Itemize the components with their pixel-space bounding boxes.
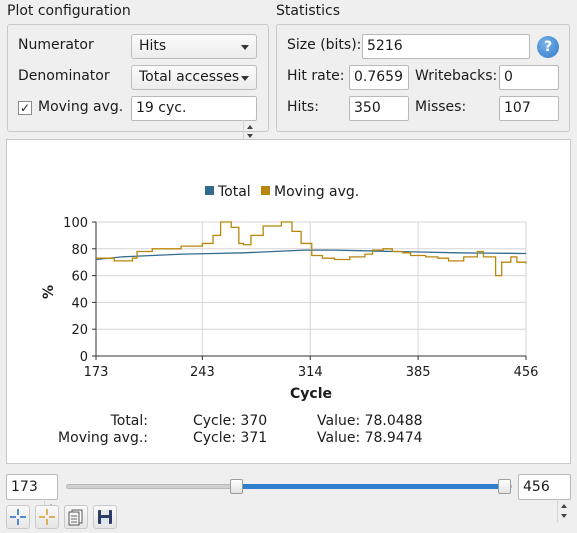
y-tick-label: 100 — [63, 216, 88, 231]
x-tick-label: 385 — [406, 365, 431, 380]
crosshair-orange-icon — [39, 509, 55, 525]
hits-label: Hits: — [287, 99, 319, 115]
size-label: Size (bits): — [287, 37, 362, 53]
readout-moving-value: Value: 78.9474 — [317, 430, 423, 446]
save-icon — [98, 510, 112, 524]
legend-swatch-total — [205, 186, 214, 195]
spin-buttons[interactable] — [557, 499, 570, 523]
moving-avg-label: Moving avg. — [38, 99, 124, 115]
spin-up-icon[interactable] — [561, 504, 567, 508]
copy-button[interactable] — [64, 505, 88, 529]
hit-rate-chart[interactable]: Total Moving avg. 0 20 40 60 80 100 173 243 314 38… — [7, 140, 570, 463]
legend-label-total: Total — [217, 184, 251, 200]
plot-config-panel: Numerator Hits Denominator Total accesse… — [7, 24, 269, 143]
spin-up-icon[interactable] — [247, 125, 253, 129]
hit-rate-field[interactable]: 0.7659 — [349, 65, 409, 90]
range-slider[interactable] — [66, 479, 512, 495]
statistics-panel: Size (bits): 5216 ? Hit rate: 0.7659 Wri… — [276, 24, 570, 132]
help-icon[interactable]: ? — [537, 36, 559, 58]
denominator-combo[interactable]: Total accesses — [131, 65, 257, 90]
chevron-down-icon — [241, 76, 249, 81]
crosshair-orange-button[interactable] — [35, 505, 59, 529]
chart-legend: Total Moving avg. — [205, 184, 359, 200]
readout-total-value: Value: 78.0488 — [317, 413, 423, 429]
y-tick-label: 40 — [71, 296, 88, 311]
x-tick-label: 456 — [514, 365, 539, 380]
series-line-total — [95, 249, 527, 261]
moving-avg-value: 19 cyc. — [136, 100, 187, 116]
misses-label: Misses: — [415, 99, 467, 115]
plot-frame: Total Moving avg. 0 20 40 60 80 100 173 243 314 38… — [6, 139, 571, 464]
writebacks-field[interactable]: 0 — [499, 65, 559, 90]
spin-down-icon[interactable] — [561, 514, 567, 518]
readout-total-label: Total: — [110, 413, 148, 429]
range-min-spinbox[interactable]: 173 — [6, 474, 58, 523]
slider-high-handle[interactable] — [498, 479, 511, 494]
chevron-down-icon — [241, 45, 249, 50]
moving-avg-spinbox[interactable]: 19 cyc. — [131, 96, 257, 143]
plot-background — [96, 222, 526, 356]
y-tick-label: 60 — [71, 270, 88, 285]
readout-moving-cycle: Cycle: 371 — [193, 430, 268, 446]
numerator-value: Hits — [139, 38, 167, 54]
readout-moving-label: Moving avg.: — [58, 430, 148, 446]
y-tick-label: 80 — [71, 243, 88, 258]
x-tick-label: 243 — [190, 365, 215, 380]
readout-total-cycle: Cycle: 370 — [193, 413, 268, 429]
numerator-label: Numerator — [18, 37, 94, 53]
hit-rate-label: Hit rate: — [287, 68, 345, 84]
statistics-title: Statistics — [276, 3, 340, 19]
slider-selected-range — [237, 484, 505, 489]
x-axis-label: Cycle — [290, 386, 332, 402]
spin-down-icon[interactable] — [247, 134, 253, 138]
moving-avg-checkbox[interactable]: ✓ — [18, 101, 32, 115]
chart-grid — [95, 221, 527, 357]
x-tick-label: 173 — [84, 365, 109, 380]
writebacks-label: Writebacks: — [415, 68, 498, 84]
denominator-value: Total accesses — [139, 69, 240, 85]
numerator-combo[interactable]: Hits — [131, 34, 257, 59]
range-min-value: 173 — [11, 479, 38, 495]
crosshair-blue-icon — [10, 509, 26, 525]
size-field[interactable]: 5216 — [362, 34, 530, 59]
legend-swatch-moving-avg — [261, 186, 270, 195]
misses-field[interactable]: 107 — [499, 96, 559, 121]
copy-icon — [68, 509, 83, 526]
chart-axes: 0 20 40 60 80 100 173 243 314 385 456 — [63, 216, 538, 380]
x-tick-label: 314 — [298, 365, 323, 380]
slider-low-handle[interactable] — [230, 479, 243, 494]
spin-buttons[interactable] — [243, 120, 256, 143]
y-axis-label: % — [41, 285, 57, 299]
series-line-moving-avg — [96, 221, 527, 277]
chart-series — [95, 221, 527, 277]
plot-config-title: Plot configuration — [7, 3, 131, 19]
legend-label-moving-avg: Moving avg. — [274, 184, 359, 200]
save-button[interactable] — [93, 505, 117, 529]
range-max-value: 456 — [523, 479, 550, 495]
y-tick-label: 0 — [80, 350, 88, 365]
crosshair-blue-button[interactable] — [6, 505, 30, 529]
y-tick-label: 20 — [71, 323, 88, 338]
hits-field[interactable]: 350 — [349, 96, 409, 121]
range-max-spinbox[interactable]: 456 — [518, 474, 571, 523]
denominator-label: Denominator — [18, 68, 110, 84]
